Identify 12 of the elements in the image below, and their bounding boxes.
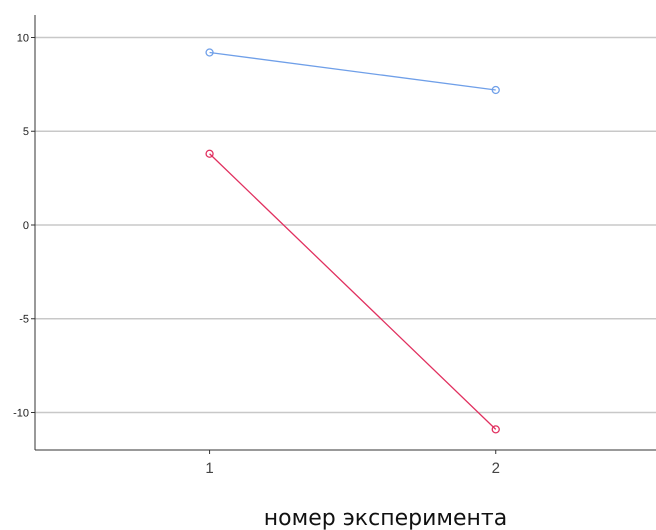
point — [492, 425, 500, 434]
y-tick-label: -5 — [19, 314, 29, 326]
y-tick-label: 0 — [22, 220, 29, 232]
x-axis-title: номер эксперимента — [264, 506, 508, 530]
x-tick-label: 2 — [492, 460, 500, 477]
point — [205, 48, 214, 57]
point — [205, 150, 214, 158]
x-tick-label: 1 — [205, 460, 214, 477]
y-tick-label: 10 — [16, 32, 29, 44]
y-tick-label: 5 — [22, 126, 29, 138]
y-tick-label: -10 — [13, 407, 29, 420]
point — [492, 86, 500, 94]
